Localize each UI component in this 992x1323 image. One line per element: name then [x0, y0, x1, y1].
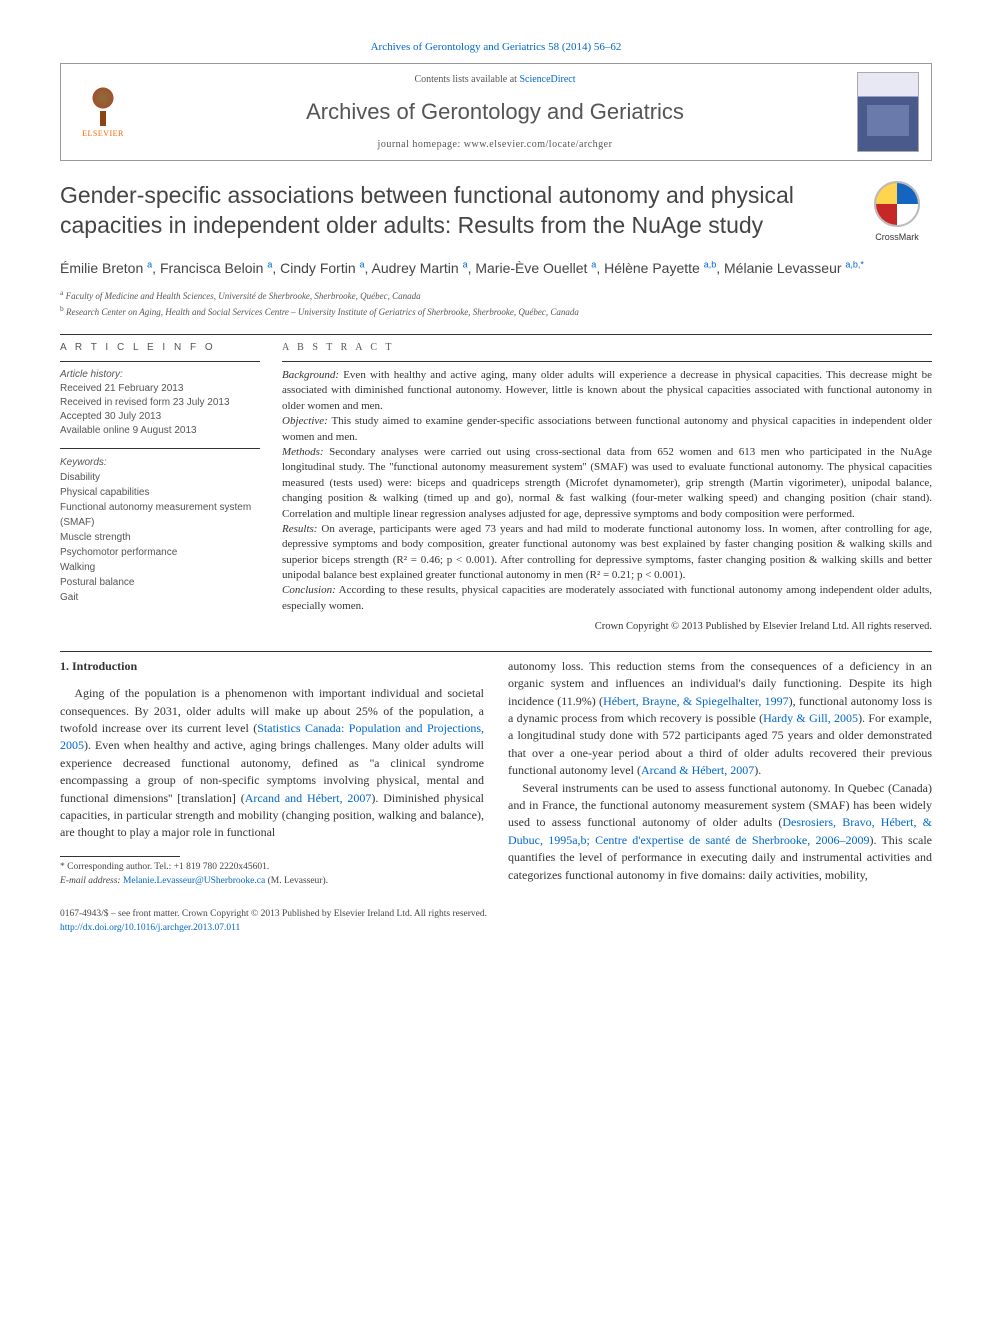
affiliation-a-text: Faculty of Medicine and Health Sciences,… — [66, 291, 421, 301]
affiliation-b-text: Research Center on Aging, Health and Soc… — [66, 307, 579, 317]
section-title: Introduction — [72, 659, 137, 673]
methods-label: Methods: — [282, 446, 324, 458]
kw-3: Muscle strength — [60, 530, 260, 545]
cite-arcand-hebert-2007a[interactable]: Arcand and Hébert, 2007 — [245, 791, 372, 805]
affiliations: a Faculty of Medicine and Health Science… — [60, 287, 932, 320]
conclusion-text: According to these results, physical cap… — [282, 584, 932, 611]
keywords-label: Keywords: — [60, 455, 260, 470]
section-1-heading: 1. Introduction — [60, 658, 484, 675]
history-1: Received in revised form 23 July 2013 — [60, 396, 260, 410]
article-info-heading: A R T I C L E I N F O — [60, 341, 260, 355]
kw-6: Postural balance — [60, 575, 260, 590]
intro-p2: autonomy loss. This reduction stems from… — [508, 658, 932, 780]
conclusion-label: Conclusion: — [282, 584, 336, 596]
article-title: Gender-specific associations between fun… — [60, 181, 846, 241]
corr-tel: * Corresponding author. Tel.: +1 819 780… — [60, 861, 484, 875]
abstract-objective: Objective: This study aimed to examine g… — [282, 414, 932, 445]
abstract-copyright: Crown Copyright © 2013 Published by Else… — [282, 620, 932, 635]
crossmark-label: CrossMark — [862, 231, 932, 244]
info-abstract-row: A R T I C L E I N F O Article history: R… — [60, 341, 932, 635]
crossmark-badge[interactable]: CrossMark — [862, 181, 932, 244]
history-label: Article history: — [60, 368, 260, 382]
rule-bottom — [60, 651, 932, 652]
affiliation-a: a Faculty of Medicine and Health Science… — [60, 287, 932, 304]
body-columns: 1. Introduction Aging of the population … — [60, 658, 932, 888]
journal-name: Archives of Gerontology and Geriatrics — [133, 97, 857, 128]
abstract-conclusion: Conclusion: According to these results, … — [282, 583, 932, 614]
title-row: Gender-specific associations between fun… — [60, 181, 932, 244]
elsevier-tree-icon — [83, 86, 123, 126]
homepage-url: www.elsevier.com/locate/archger — [464, 139, 613, 150]
header-center: Contents lists available at ScienceDirec… — [133, 73, 857, 152]
kw-5: Walking — [60, 560, 260, 575]
kw-1: Physical capabilities — [60, 485, 260, 500]
footer-line1: 0167-4943/$ – see front matter. Crown Co… — [60, 908, 932, 921]
journal-header: ELSEVIER Contents lists available at Sci… — [60, 63, 932, 161]
footer-meta: 0167-4943/$ – see front matter. Crown Co… — [60, 908, 932, 935]
abstract-results: Results: On average, participants were a… — [282, 522, 932, 584]
info-rule-2 — [60, 448, 260, 449]
intro-p3: Several instruments can be used to asses… — [508, 780, 932, 884]
kw-2: Functional autonomy measurement system (… — [60, 500, 260, 530]
abstract-methods: Methods: Secondary analyses were carried… — [282, 445, 932, 522]
elsevier-logo: ELSEVIER — [73, 77, 133, 147]
homepage-prefix: journal homepage: — [378, 139, 464, 150]
intro-p1: Aging of the population is a phenomenon … — [60, 685, 484, 842]
cite-arcand-hebert-2007b[interactable]: Arcand & Hébert, 2007 — [641, 763, 754, 777]
methods-text: Secondary analyses were carried out usin… — [282, 446, 932, 520]
history-0: Received 21 February 2013 — [60, 382, 260, 396]
abstract-heading: A B S T R A C T — [282, 341, 932, 355]
journal-citation: Archives of Gerontology and Geriatrics 5… — [60, 40, 932, 55]
article-info-column: A R T I C L E I N F O Article history: R… — [60, 341, 260, 635]
page: Archives of Gerontology and Geriatrics 5… — [0, 0, 992, 975]
contents-prefix: Contents lists available at — [414, 74, 519, 85]
abstract-column: A B S T R A C T Background: Even with he… — [282, 341, 932, 635]
journal-homepage: journal homepage: www.elsevier.com/locat… — [133, 138, 857, 152]
cite-hebert-1997[interactable]: Hébert, Brayne, & Spiegelhalter, 1997 — [603, 694, 789, 708]
email-suffix: (M. Levasseur). — [265, 876, 328, 886]
history-3: Available online 9 August 2013 — [60, 424, 260, 438]
abstract-rule — [282, 361, 932, 362]
background-text: Even with healthy and active aging, many… — [282, 369, 932, 412]
p2-d: ). — [754, 763, 761, 777]
rule-top — [60, 334, 932, 335]
objective-label: Objective: — [282, 415, 328, 427]
kw-0: Disability — [60, 470, 260, 485]
info-rule-1 — [60, 361, 260, 362]
footnote-rule — [60, 856, 180, 857]
results-label: Results: — [282, 523, 317, 535]
authors: Émilie Breton a, Francisca Beloin a, Cin… — [60, 258, 932, 279]
corr-email[interactable]: Melanie.Levasseur@USherbrooke.ca — [123, 876, 265, 886]
results-text: On average, participants were aged 73 ye… — [282, 523, 932, 581]
cite-hardy-gill-2005[interactable]: Hardy & Gill, 2005 — [763, 711, 858, 725]
section-number: 1. — [60, 659, 69, 673]
contents-lists-line: Contents lists available at ScienceDirec… — [133, 73, 857, 87]
elsevier-logo-text: ELSEVIER — [82, 128, 124, 139]
history-2: Accepted 30 July 2013 — [60, 410, 260, 424]
journal-cover-thumbnail — [857, 72, 919, 152]
abstract-background: Background: Even with healthy and active… — [282, 368, 932, 414]
kw-7: Gait — [60, 590, 260, 605]
corr-email-line: E-mail address: Melanie.Levasseur@USherb… — [60, 875, 484, 889]
doi-link[interactable]: http://dx.doi.org/10.1016/j.archger.2013… — [60, 923, 240, 933]
affiliation-b: b Research Center on Aging, Health and S… — [60, 303, 932, 320]
kw-4: Psychomotor performance — [60, 545, 260, 560]
corresponding-author-footnote: * Corresponding author. Tel.: +1 819 780… — [60, 861, 484, 889]
crossmark-icon — [874, 181, 920, 227]
objective-text: This study aimed to examine gender-speci… — [282, 415, 932, 442]
background-label: Background: — [282, 369, 339, 381]
keywords: Keywords: Disability Physical capabiliti… — [60, 455, 260, 605]
sciencedirect-link[interactable]: ScienceDirect — [519, 74, 575, 85]
email-label: E-mail address: — [60, 876, 123, 886]
article-history: Article history: Received 21 February 20… — [60, 368, 260, 438]
